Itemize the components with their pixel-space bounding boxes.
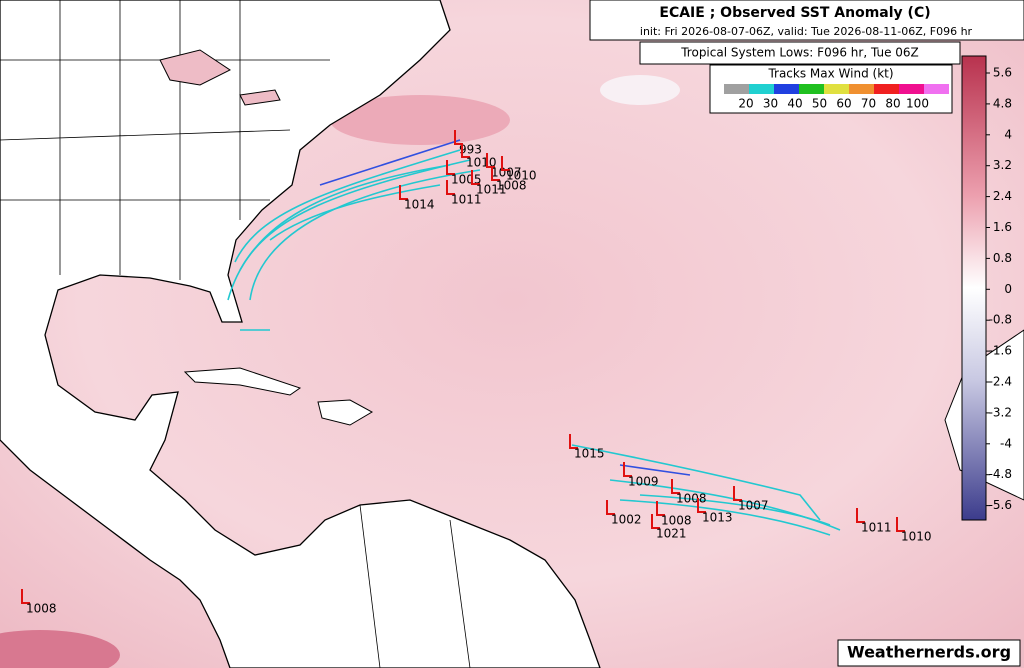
low-marker <box>446 160 455 175</box>
low-pressure: 1008 <box>676 492 707 506</box>
legend-label: 60 <box>836 97 851 111</box>
low-pressure: 1013 <box>702 511 733 525</box>
colorbar-label: -1.6 <box>989 344 1012 358</box>
colorbar-label: 1.6 <box>993 220 1012 234</box>
low-marker <box>454 130 463 145</box>
tracks <box>227 149 841 536</box>
low-marker <box>461 143 470 158</box>
low-pressure: 1021 <box>656 527 687 541</box>
legend-label: 100 <box>906 97 929 111</box>
legend-swatch <box>824 84 849 94</box>
low-marker <box>896 517 905 532</box>
low-pressure: 993 <box>459 143 482 157</box>
tracks-40kt <box>319 139 691 476</box>
low-pressure: 1015 <box>574 447 605 461</box>
legend-swatch <box>899 84 924 94</box>
legend-label: 40 <box>787 97 802 111</box>
legend-label: 70 <box>861 97 876 111</box>
anomaly-patch <box>330 95 510 145</box>
lows-box <box>639 41 961 65</box>
great-lakes <box>159 49 281 106</box>
low-pressure: 1010 <box>901 530 932 544</box>
legend-swatch <box>849 84 874 94</box>
colorbar-label: 2.4 <box>993 189 1012 203</box>
legend-label: 30 <box>763 97 778 111</box>
low-marker <box>491 166 500 181</box>
colorbar-label: 3.2 <box>993 158 1012 172</box>
low-pressure: 1002 <box>611 513 642 527</box>
colorbar-label: -0.8 <box>989 313 1012 327</box>
colorbar-label: 0.8 <box>993 251 1012 265</box>
colorbar-label: -3.2 <box>989 405 1012 419</box>
low-marker <box>399 185 408 200</box>
land <box>0 0 601 668</box>
low-marker <box>501 156 510 171</box>
colorbar-label: 4.8 <box>993 96 1012 110</box>
legend-label: 80 <box>885 97 900 111</box>
lows-label: Tropical System Lows: F096 hr, Tue 06Z <box>680 46 919 60</box>
title: ECAIE ; Observed SST Anomaly (C) <box>659 5 930 21</box>
low-marker <box>697 498 706 513</box>
legend-swatch <box>874 84 899 94</box>
watermark-box <box>837 639 1021 667</box>
low-pressure: 1014 <box>404 198 435 212</box>
low-pressure: 1009 <box>628 475 659 489</box>
colorbar-label: 0 <box>1004 282 1012 296</box>
colorbar-label: -2.4 <box>989 375 1012 389</box>
low-pressure: 1010 <box>506 169 537 183</box>
header-box <box>589 0 1024 41</box>
low-pressure: 1007 <box>491 166 522 180</box>
low-marker <box>733 486 742 501</box>
low-pressure: 1008 <box>661 514 692 528</box>
colorbar-label: 5.6 <box>993 66 1012 80</box>
legend-swatch <box>749 84 774 94</box>
low-pressure: 1008 <box>496 179 527 193</box>
low-marker <box>671 479 680 494</box>
low-marker <box>606 500 615 515</box>
hispaniola <box>317 399 374 426</box>
colorbar-label: 4 <box>1004 127 1012 141</box>
anomaly-patch <box>600 75 680 105</box>
legend-swatch <box>724 84 749 94</box>
subtitle: init: Fri 2026-08-07-06Z, valid: Tue 202… <box>640 25 973 38</box>
low-marker <box>471 170 480 185</box>
colorbar-label: -4.8 <box>989 467 1012 481</box>
legend-swatch <box>924 84 949 94</box>
low-marker <box>569 434 578 449</box>
low-pressure: 1008 <box>26 602 57 616</box>
low-pressure: 1011 <box>861 521 892 535</box>
low-marker <box>856 508 865 523</box>
low-marker <box>21 589 30 604</box>
low-pressure: 1011 <box>451 193 482 207</box>
low-marker <box>656 501 665 516</box>
colorbar-labels: 5.6 4.8 4 3.2 2.4 1.6 0.8 0 -0.8 -1.6 -2.4 -3.2 -4 -4… <box>986 66 1012 512</box>
cuba <box>183 367 302 396</box>
low-marker <box>446 180 455 195</box>
legend-swatch <box>774 84 799 94</box>
legend-label: 20 <box>738 97 753 111</box>
watermark: Weathernerds.org <box>847 643 1011 662</box>
legend-swatch <box>799 84 824 94</box>
low-pressure: 1007 <box>738 499 769 513</box>
legend-label: 50 <box>812 97 827 111</box>
colorbar <box>961 55 987 521</box>
anomaly-patch <box>0 630 120 668</box>
low-pressure: 1011 <box>476 183 507 197</box>
colorbar-label: -5.6 <box>989 498 1012 512</box>
colorbar-label: -4 <box>1000 436 1012 450</box>
legend: 20 30 40 50 60 70 80 100 <box>724 84 949 111</box>
low-marker <box>623 462 632 477</box>
low-marker <box>651 514 660 529</box>
legend-title: Tracks Max Wind (kt) <box>767 67 893 81</box>
